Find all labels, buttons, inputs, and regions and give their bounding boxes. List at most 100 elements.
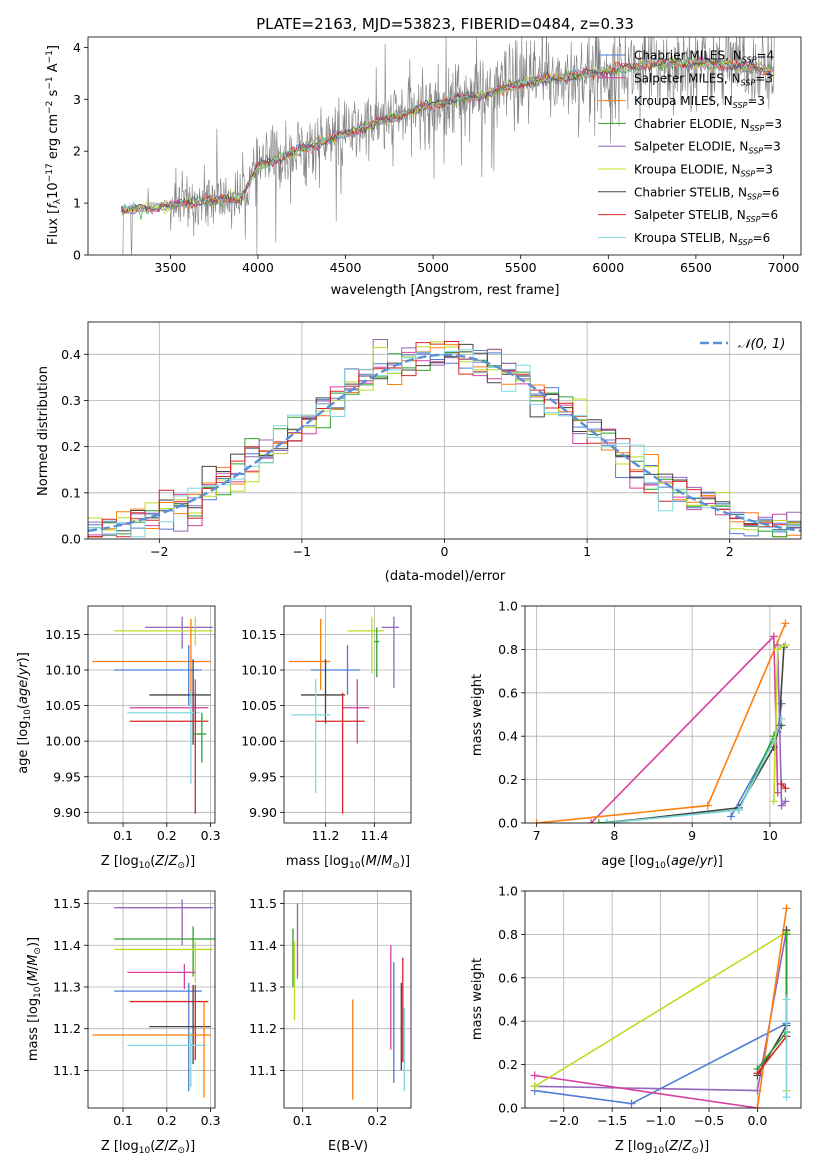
y-tick-label: 3 — [73, 92, 81, 107]
x-tick-label: 0.1 — [113, 828, 133, 843]
y-tick-label: 0.8 — [498, 642, 518, 657]
x-tick-label: −2.0 — [549, 1113, 579, 1128]
y-tick-label: 10.15 — [45, 627, 81, 642]
y-tick-label: 11.4 — [53, 938, 81, 953]
axes-frame — [283, 605, 412, 824]
y-tick-label: 0.0 — [498, 1101, 518, 1116]
y-tick-label: 0.1 — [61, 485, 81, 500]
errorbars — [92, 616, 213, 814]
y-tick-label: 10.00 — [241, 734, 277, 749]
histogram-series — [88, 349, 801, 538]
spectrum-plot-area: 3500 4000 4500 5000 5500 6000 6500 7000 0 1 2 3 4 — [73, 36, 802, 275]
y-tick-label: 0.4 — [498, 729, 518, 744]
y-tick-label: 0.8 — [498, 927, 518, 942]
spectrum-xlabel: wavelength [Angstrom, rest frame] — [331, 283, 560, 298]
x-tick-label: −1 — [293, 544, 311, 559]
age-vs-z-ylabel: age [log10(age/yr)] — [16, 652, 33, 774]
gaussian-legend-label: 𝒩(0, 1) — [738, 337, 785, 352]
x-tick-label: 0.0 — [747, 1113, 767, 1128]
histogram-series — [88, 343, 801, 538]
legend-entry-label: Kroupa MILES, NSSP=3 — [634, 94, 765, 110]
weight-series-line — [606, 718, 783, 823]
x-tick-label: 4000 — [242, 260, 274, 275]
x-tick-label: −1.0 — [645, 1113, 675, 1128]
residuals-panel: −2 −1 0 1 2 0.0 0.1 0.2 0.3 0.4 𝒩(0, 1) (data-mode… — [36, 321, 802, 584]
weight-lines — [530, 904, 791, 1108]
y-tick-label: 0.3 — [61, 393, 81, 408]
y-tick-label: 0.0 — [498, 816, 518, 831]
age-vs-mass-xlabel: mass [log10(M/M⊙)] — [286, 854, 410, 871]
axes-frame — [87, 605, 216, 824]
x-tick-label: 0.2 — [157, 1113, 177, 1128]
weight-vs-age-xlabel: age [log10(age/yr)] — [601, 854, 723, 871]
y-tick-label: 1.0 — [498, 599, 518, 614]
x-tick-label: 8 — [610, 828, 618, 843]
legend-entry-label: Chabrier ELODIE, NSSP=3 — [634, 117, 782, 133]
x-tick-label: 0.2 — [157, 828, 177, 843]
y-tick-label: 11.5 — [249, 896, 277, 911]
legend-entry-label: Salpeter MILES, NSSP=3 — [634, 71, 773, 87]
x-tick-label: 11.2 — [312, 828, 340, 843]
x-tick-label: 0 — [441, 544, 449, 559]
y-tick-label: 11.5 — [53, 896, 81, 911]
x-tick-label: 1 — [583, 544, 591, 559]
x-tick-label: 2 — [726, 544, 734, 559]
y-tick-label: 0.2 — [498, 772, 518, 787]
x-tick-label: 0.1 — [293, 1113, 313, 1128]
mass-vs-z-xlabel: Z [log10(Z/Z⊙)] — [101, 1139, 195, 1156]
legend-entry-label: Salpeter STELIB, NSSP=6 — [634, 208, 778, 224]
x-tick-label: 7 — [533, 828, 541, 843]
x-tick-label: −0.5 — [694, 1113, 724, 1128]
weight-series-line — [590, 634, 779, 823]
x-tick-label: 5000 — [417, 260, 449, 275]
legend-entry-label: Salpeter ELODIE, NSSP=3 — [634, 140, 781, 156]
spectrum-ylabel: Flux [fλ10−17 erg cm−2 s−1 A−1] — [45, 45, 63, 245]
legend-entry-label: Kroupa ELODIE, NSSP=3 — [634, 163, 773, 179]
y-tick-label: 0.6 — [498, 685, 518, 700]
y-tick-label: 10.05 — [45, 698, 81, 713]
y-tick-label: 11.1 — [53, 1063, 81, 1078]
y-tick-label: 9.95 — [53, 769, 81, 784]
y-tick-label: 11.2 — [53, 1021, 81, 1036]
legend-entry-label: Chabrier MILES, NSSP=4 — [634, 49, 774, 65]
x-tick-label: 9 — [688, 828, 696, 843]
legend-entry-label: Chabrier STELIB, NSSP=6 — [634, 185, 779, 201]
x-tick-label: 5500 — [505, 260, 537, 275]
y-tick-label: 10.10 — [241, 663, 277, 678]
y-tick-label: 11.3 — [249, 979, 277, 994]
x-tick-label: −1.5 — [597, 1113, 627, 1128]
axes-frame — [283, 890, 412, 1109]
y-tick-label: 9.95 — [249, 769, 277, 784]
mass-vs-metallicity-panel: 0.1 0.2 0.3 11.1 11.2 11.3 11.4 11.5 — [53, 890, 221, 1128]
residuals-plot-area: −2 −1 0 1 2 0.0 0.1 0.2 0.3 0.4 𝒩(0, 1) — [61, 321, 802, 559]
age-vs-z-xlabel: Z [log10(Z/Z⊙)] — [101, 854, 195, 871]
spectrum-lines — [120, 37, 775, 255]
y-tick-label: 1.0 — [498, 884, 518, 899]
x-tick-label: −2 — [150, 544, 168, 559]
weight-vs-metallicity-panel: −2.0 −1.5 −1.0 −0.5 0.0 0.0 0.2 0.4 0.6 0.8 1.0 — [498, 884, 802, 1128]
model-spectrum-line — [120, 56, 775, 215]
x-tick-label: 10 — [762, 828, 778, 843]
errorbars — [288, 616, 399, 814]
spectrum-panel: PLATE=2163, MJD=53823, FIBERID=0484, z=0… — [45, 15, 802, 298]
x-tick-label: 3500 — [154, 260, 186, 275]
y-tick-label: 11.4 — [249, 938, 277, 953]
y-tick-label: 0.2 — [498, 1057, 518, 1072]
x-tick-label: 0.2 — [367, 1113, 387, 1128]
weight-series-line — [534, 1074, 758, 1108]
residuals-ylabel: Normed distribution — [36, 366, 51, 496]
x-tick-label: 0.3 — [201, 828, 221, 843]
y-tick-label: 2 — [73, 144, 81, 159]
mass-vs-ebv-xlabel: E(B-V) — [328, 1139, 368, 1154]
y-tick-label: 0.4 — [61, 347, 81, 362]
x-tick-label: 4500 — [330, 260, 362, 275]
y-tick-label: 11.1 — [249, 1063, 277, 1078]
y-tick-label: 0.2 — [61, 439, 81, 454]
axes-frame — [87, 36, 802, 256]
mass-vs-ebv-panel: 0.1 0.2 11.1 11.2 11.3 11.4 11.5 — [249, 890, 412, 1128]
weight-vs-z-ylabel: mass weight — [470, 958, 485, 1040]
y-tick-label: 0.0 — [61, 532, 81, 547]
y-tick-label: 1 — [73, 196, 81, 211]
x-tick-label: 0.1 — [113, 1113, 133, 1128]
